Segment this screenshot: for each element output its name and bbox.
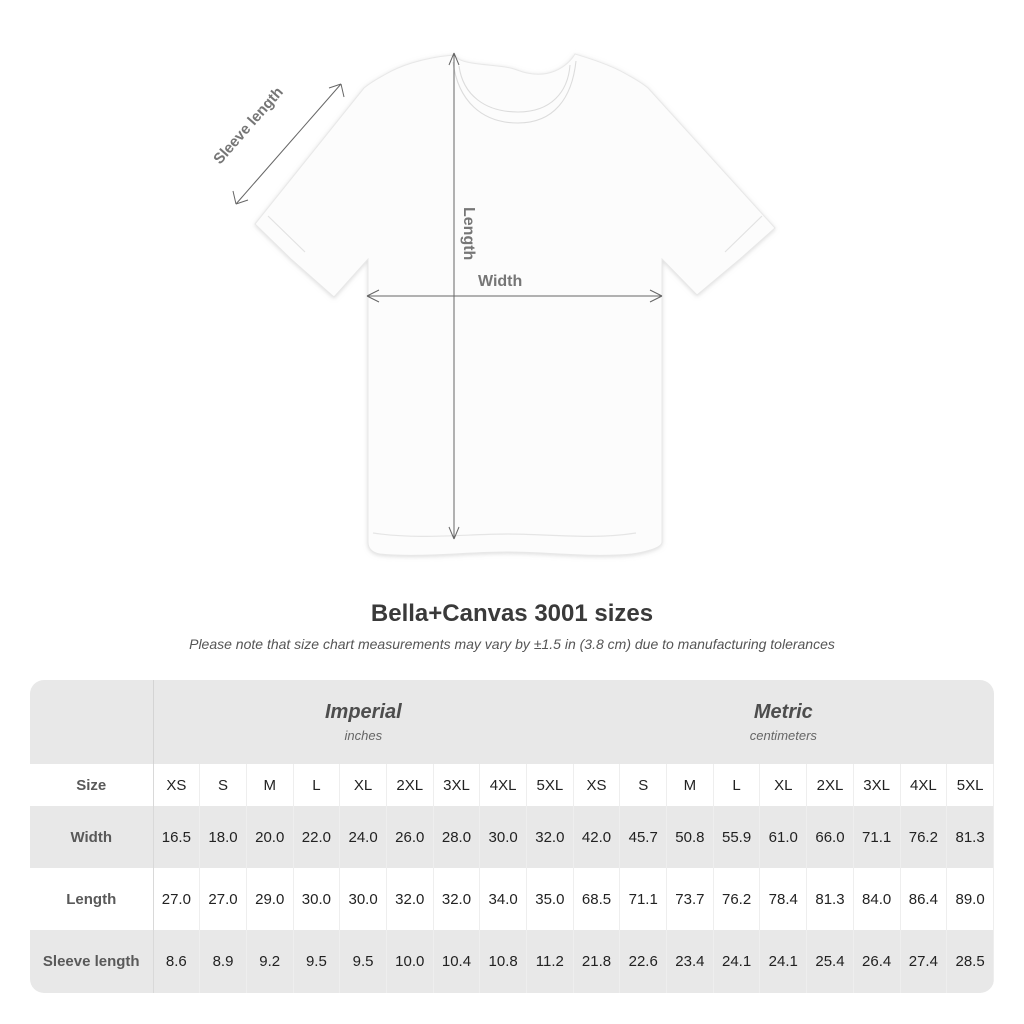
svg-text:Length: Length	[460, 207, 477, 260]
svg-text:Sleeve length: Sleeve length	[210, 84, 287, 168]
svg-text:Width: Width	[478, 273, 522, 290]
